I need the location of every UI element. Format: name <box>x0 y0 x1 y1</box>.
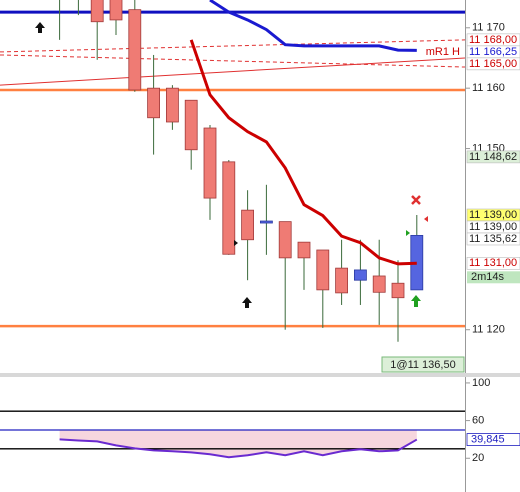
oscillator-value-label: 39,845 <box>471 433 505 445</box>
timer: 2m14s <box>471 271 505 283</box>
price-label-box <box>466 232 520 246</box>
exit-marker <box>411 195 421 205</box>
marker-tick <box>234 240 238 246</box>
y-tick-label: 11 120 <box>472 324 505 336</box>
candle-body <box>335 267 349 294</box>
indicator-line <box>189 39 417 266</box>
sell-tick <box>424 216 428 222</box>
oscillator-fill <box>59 430 417 458</box>
candle-body <box>241 209 255 241</box>
candle-body <box>165 87 179 123</box>
y-tick-label: 100 <box>472 377 490 389</box>
oscillator-plot <box>0 410 465 459</box>
level-tag: mR1 H <box>426 46 460 58</box>
candle-body <box>278 221 292 259</box>
indicator-line <box>209 0 417 52</box>
order-label: 1@11 136,50 <box>390 359 455 371</box>
buy-signal-arrow <box>411 295 421 307</box>
price-label-box <box>466 57 520 71</box>
trend-line <box>0 54 465 68</box>
timer-box <box>467 271 520 284</box>
candle-body <box>259 220 273 224</box>
candle-body <box>353 269 367 281</box>
trend-line <box>0 39 465 53</box>
y-tick-label: 11 160 <box>472 82 505 94</box>
candle-body <box>90 0 104 23</box>
candle-body <box>203 127 217 199</box>
order-box <box>381 356 465 373</box>
price-label: 11 148,62 <box>469 151 517 163</box>
candle-body <box>391 282 405 299</box>
price-label: 11 165,00 <box>469 58 517 70</box>
y-tick-label: 60 <box>472 414 484 426</box>
candle-body <box>222 161 236 255</box>
price-label: 11 168,00 <box>469 34 517 46</box>
trend-line <box>0 57 465 86</box>
price-plot <box>0 0 465 342</box>
price-label: 11 139,00 <box>469 209 517 221</box>
price-label-box <box>466 150 520 164</box>
candle-body <box>147 87 161 119</box>
price-label-box <box>466 256 520 270</box>
candle-body <box>184 99 198 151</box>
candle-body <box>109 0 123 21</box>
oscillator-line <box>59 438 418 459</box>
panel-separator <box>0 373 520 377</box>
price-label: 11 139,00 <box>469 221 517 233</box>
buy-tick <box>406 230 410 236</box>
oscillator-value-box <box>466 433 520 446</box>
price-label: 11 135,62 <box>469 233 517 245</box>
candle-body <box>316 249 330 291</box>
y-tick-label: 11 170 <box>472 22 505 34</box>
price-label: 11 166,25 <box>469 46 517 58</box>
y-tick-label: 20 <box>472 452 484 464</box>
candle-body <box>372 275 386 293</box>
buy-arrow <box>242 297 252 308</box>
candle-body <box>297 241 311 259</box>
buy-arrow <box>35 22 45 33</box>
candle-body <box>128 9 142 91</box>
price-label: 11 131,00 <box>469 257 517 269</box>
